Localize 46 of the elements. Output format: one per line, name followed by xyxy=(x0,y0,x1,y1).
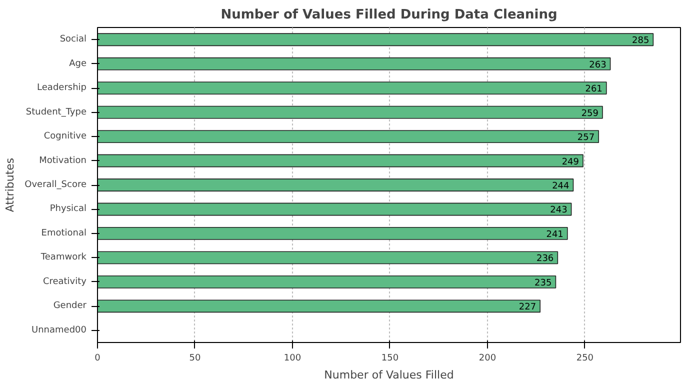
x-tick-label: 50 xyxy=(189,354,201,364)
data-label: 243 xyxy=(550,206,568,216)
y-tick-label: Creativity xyxy=(42,276,88,287)
bar xyxy=(98,227,568,240)
x-tick-label: 200 xyxy=(478,354,496,364)
data-label: 249 xyxy=(562,157,580,168)
x-tick-label: 250 xyxy=(576,354,594,364)
y-tick-label: Motivation xyxy=(39,156,87,166)
y-tick-label: Cognitive xyxy=(44,132,87,142)
y-tick-label: Unnamed00 xyxy=(32,325,87,336)
data-label: 244 xyxy=(552,182,570,192)
y-tick-label: Leadership xyxy=(37,83,87,94)
y-tick-label: Teamwork xyxy=(40,252,88,263)
x-tick-label: 0 xyxy=(94,354,101,364)
x-axis-title: Number of Values Filled xyxy=(324,368,454,382)
bar xyxy=(98,106,603,119)
data-label: 263 xyxy=(589,60,606,70)
data-label: 259 xyxy=(581,108,599,119)
bar xyxy=(98,275,556,288)
data-label: 236 xyxy=(536,254,554,264)
bar xyxy=(98,202,572,216)
chart-title: Number of Values Filled During Data Cleaning xyxy=(220,8,558,22)
bar xyxy=(98,82,607,95)
y-tick-label: Gender xyxy=(53,301,87,312)
data-label: 257 xyxy=(577,133,595,144)
bar xyxy=(98,178,574,192)
y-tick-label: Student_Type xyxy=(26,107,87,118)
bar xyxy=(98,154,584,168)
data-label: 227 xyxy=(518,302,536,313)
y-tick-label: Overall_Score xyxy=(24,180,87,190)
y-tick-label: Physical xyxy=(50,204,87,214)
data-label: 261 xyxy=(585,84,602,95)
data-label: 235 xyxy=(534,278,552,288)
y-axis-title: Attributes xyxy=(4,158,17,212)
bar xyxy=(98,33,654,46)
y-tick-label: Age xyxy=(69,58,87,69)
bar xyxy=(98,57,611,70)
data-label: 241 xyxy=(546,230,564,240)
bar xyxy=(98,300,541,313)
x-tick-label: 150 xyxy=(381,354,399,364)
x-tick-label: 100 xyxy=(284,354,302,364)
bar xyxy=(98,251,558,264)
y-tick-label: Emotional xyxy=(41,228,87,238)
y-tick-label: Social xyxy=(60,34,87,45)
data-label: 285 xyxy=(632,36,650,46)
bar xyxy=(98,130,600,143)
